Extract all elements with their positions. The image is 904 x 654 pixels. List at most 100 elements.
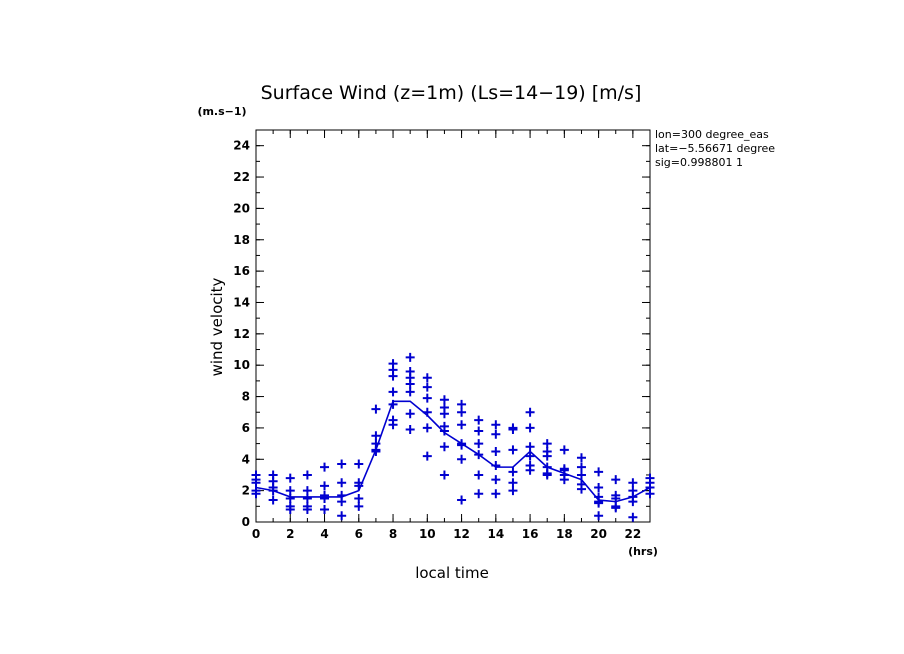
y-tick-label: 20 <box>233 201 250 215</box>
scatter-point <box>285 486 295 496</box>
scatter-point <box>388 371 398 381</box>
scatter-point <box>439 442 449 452</box>
scatter-point <box>628 478 638 488</box>
scatter-point <box>405 424 415 434</box>
info-box: lon=300 degree_eas lat=−5.56671 degree s… <box>655 128 775 169</box>
y-tick-label: 4 <box>242 452 250 466</box>
scatter-point <box>439 426 449 436</box>
x-tick-label: 14 <box>487 527 504 541</box>
x-tick-label: 4 <box>320 527 328 541</box>
scatter-point <box>320 493 330 503</box>
scatter-point <box>491 489 501 499</box>
scatter-point <box>405 387 415 397</box>
scatter-point <box>474 439 484 449</box>
scatter-point <box>371 431 381 441</box>
scatter-point <box>508 467 518 477</box>
scatter-point <box>491 446 501 456</box>
scatter-point <box>422 382 432 392</box>
x-tick-label: 6 <box>355 527 363 541</box>
scatter-point <box>525 465 535 475</box>
y-tick-label: 24 <box>233 139 250 153</box>
scatter-point <box>302 486 312 496</box>
scatter-point <box>354 459 364 469</box>
scatter-point <box>320 462 330 472</box>
x-tick-label: 8 <box>389 527 397 541</box>
scatter-point <box>422 373 432 383</box>
y-tick-label: 16 <box>233 264 250 278</box>
x-axis-label: local time <box>415 564 489 582</box>
y-tick-label: 14 <box>233 295 250 309</box>
scatter-point <box>611 475 621 485</box>
scatter-point <box>285 473 295 483</box>
y-tick-label: 22 <box>233 170 250 184</box>
scatter-point <box>542 470 552 480</box>
scatter-point <box>611 503 621 513</box>
scatter-point <box>508 424 518 434</box>
scatter-point <box>302 493 312 503</box>
scatter-point <box>251 489 261 499</box>
scatter-point <box>371 404 381 414</box>
chart-title: Surface Wind (z=1m) (Ls=14−19) [m/s] <box>261 82 642 104</box>
scatter-point <box>422 423 432 433</box>
x-tick-label: 0 <box>252 527 260 541</box>
scatter-point <box>405 409 415 419</box>
y-tick-label: 18 <box>233 233 250 247</box>
scatter-point <box>645 489 655 499</box>
y-tick-label: 10 <box>233 358 250 372</box>
scatter-point <box>559 445 569 455</box>
scatter-point <box>542 451 552 461</box>
scatter-point <box>439 409 449 419</box>
x-tick-label: 16 <box>522 527 539 541</box>
y-tick-label: 6 <box>242 421 250 435</box>
scatter-point <box>388 387 398 397</box>
plot-frame <box>255 129 651 523</box>
scatter-point <box>491 429 501 439</box>
info-line-lon: lon=300 degree_eas <box>655 128 769 141</box>
scatter-point <box>508 478 518 488</box>
scatter-point <box>354 501 364 511</box>
scatter-point <box>405 352 415 362</box>
scatter-point <box>525 451 535 461</box>
scatter-point <box>457 454 467 464</box>
scatter-point <box>337 459 347 469</box>
scatter-point <box>576 462 586 472</box>
scatter-point <box>594 483 604 493</box>
scatter-point <box>302 504 312 514</box>
scatter-point <box>474 489 484 499</box>
scatter-point <box>491 475 501 485</box>
scatter-point <box>525 423 535 433</box>
info-clip-mask <box>779 125 904 175</box>
scatter-point <box>508 445 518 455</box>
info-line-lat: lat=−5.56671 degree <box>655 142 775 155</box>
scatter-point <box>628 512 638 522</box>
x-tick-label: 12 <box>453 527 470 541</box>
info-line-sig: sig=0.998801 1 <box>655 156 743 169</box>
scatter-point <box>542 439 552 449</box>
y-tick-label: 0 <box>242 515 250 529</box>
scatter-point <box>302 470 312 480</box>
x-tick-label: 18 <box>556 527 573 541</box>
scatter-point <box>251 478 261 488</box>
scatter-point <box>285 493 295 503</box>
y-tick-label: 12 <box>233 327 250 341</box>
x-axis-unit: (hrs) <box>628 545 658 558</box>
scatter-point <box>457 495 467 505</box>
scatter-point <box>320 504 330 514</box>
scatter-point <box>457 399 467 409</box>
scatter-point <box>525 407 535 417</box>
y-axis-label: wind velocity <box>208 277 226 376</box>
y-tick-label: 2 <box>242 484 250 498</box>
scatter-point <box>422 393 432 403</box>
scatter-point <box>474 470 484 480</box>
scatter-point <box>559 475 569 485</box>
scatter-point <box>628 497 638 507</box>
scatter-point <box>337 511 347 521</box>
scatter-point <box>388 420 398 430</box>
scatter-point <box>576 453 586 463</box>
scatter-point <box>457 407 467 417</box>
scatter-point <box>576 470 586 480</box>
x-tick-label: 22 <box>625 527 642 541</box>
scatter-point <box>491 420 501 430</box>
scatter-point <box>594 467 604 477</box>
